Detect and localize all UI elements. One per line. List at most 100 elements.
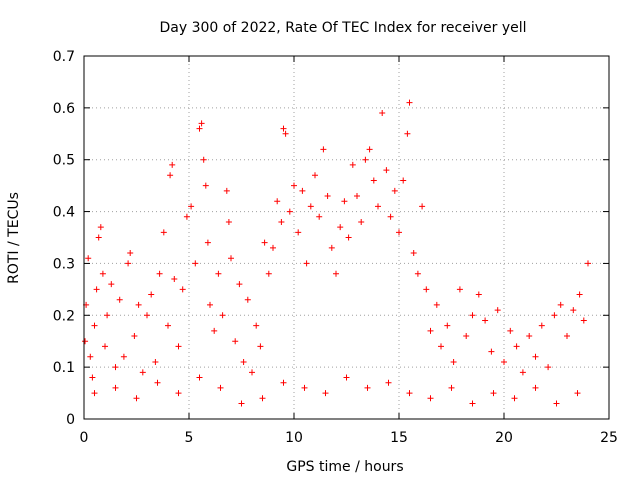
data-point (482, 317, 489, 324)
data-point (200, 156, 207, 163)
data-point (545, 364, 552, 371)
data-point (97, 224, 104, 231)
data-point (532, 384, 539, 391)
data-point (379, 110, 386, 117)
data-point (175, 390, 182, 397)
y-tick-label: 0.7 (53, 49, 75, 65)
data-point (156, 270, 163, 277)
y-tick-label: 0.2 (53, 308, 75, 324)
data-point (240, 358, 247, 365)
data-point (167, 172, 174, 179)
data-point (282, 130, 289, 137)
data-point (82, 338, 89, 345)
data-point (127, 250, 134, 257)
data-point (207, 301, 213, 308)
data-point (148, 291, 155, 298)
data-point (299, 187, 306, 194)
data-point (576, 291, 583, 298)
data-point (564, 333, 570, 340)
data-point (223, 187, 230, 194)
data-point (345, 234, 352, 241)
data-point (125, 260, 132, 267)
y-tick-label: 0.6 (53, 101, 75, 117)
data-point (343, 374, 350, 381)
data-point (188, 203, 195, 210)
data-point (513, 343, 520, 350)
data-point (324, 193, 331, 200)
data-point (257, 343, 264, 350)
data-point (232, 338, 239, 345)
data-point (295, 229, 302, 236)
data-point (160, 229, 167, 236)
x-tick-label: 10 (285, 430, 303, 446)
y-tick-label: 0 (66, 412, 75, 428)
data-point (169, 161, 176, 168)
data-point (87, 353, 94, 360)
data-point (259, 395, 266, 402)
data-point (320, 146, 327, 153)
data-point (438, 343, 444, 350)
data-point (270, 244, 276, 251)
data-point (112, 384, 119, 391)
data-point (152, 358, 159, 365)
data-point (448, 384, 455, 391)
data-point (463, 333, 470, 340)
data-point (385, 379, 392, 386)
data-point (414, 270, 421, 277)
data-point (433, 301, 440, 308)
data-point (538, 322, 545, 329)
data-point (274, 198, 281, 205)
data-point (144, 312, 150, 319)
data-point (410, 250, 417, 257)
data-point (427, 327, 434, 334)
data-point (89, 374, 96, 381)
data-points (82, 99, 591, 407)
data-point (104, 312, 111, 319)
x-tick-label: 15 (390, 430, 408, 446)
data-point (570, 307, 577, 314)
data-point (171, 275, 178, 282)
data-point (219, 312, 226, 319)
data-point (211, 327, 218, 334)
x-tick-label: 20 (495, 430, 513, 446)
y-axis-label: ROTI / TECUs (6, 192, 22, 284)
data-point (316, 213, 323, 220)
data-point (519, 369, 526, 376)
data-point (511, 395, 518, 402)
data-point (322, 390, 329, 397)
data-point (366, 146, 373, 153)
data-point (383, 167, 390, 174)
data-point (494, 307, 501, 314)
data-point (261, 239, 268, 246)
data-point (387, 213, 394, 220)
data-point (238, 400, 245, 407)
x-tick-label: 5 (185, 430, 194, 446)
data-point (307, 203, 314, 210)
data-point (253, 322, 260, 329)
data-point (341, 198, 348, 205)
data-point (354, 193, 360, 200)
data-point (526, 333, 533, 340)
data-point (301, 384, 308, 391)
data-point (116, 296, 123, 303)
plot-frame (83, 55, 610, 420)
data-point (228, 255, 234, 262)
data-point (244, 296, 251, 303)
data-point (375, 203, 381, 210)
data-point (280, 379, 287, 386)
data-point (404, 130, 411, 137)
y-tick-label: 0.5 (53, 153, 75, 169)
data-point (280, 125, 287, 132)
data-point (183, 213, 190, 220)
data-point (192, 260, 199, 267)
data-point (133, 395, 140, 402)
data-point (450, 358, 457, 365)
data-point (196, 374, 203, 381)
data-point (108, 281, 115, 288)
data-point (99, 270, 106, 277)
x-axis-label: GPS time / hours (286, 459, 403, 475)
data-point (551, 312, 558, 319)
data-point (469, 400, 476, 407)
data-point (198, 120, 205, 127)
